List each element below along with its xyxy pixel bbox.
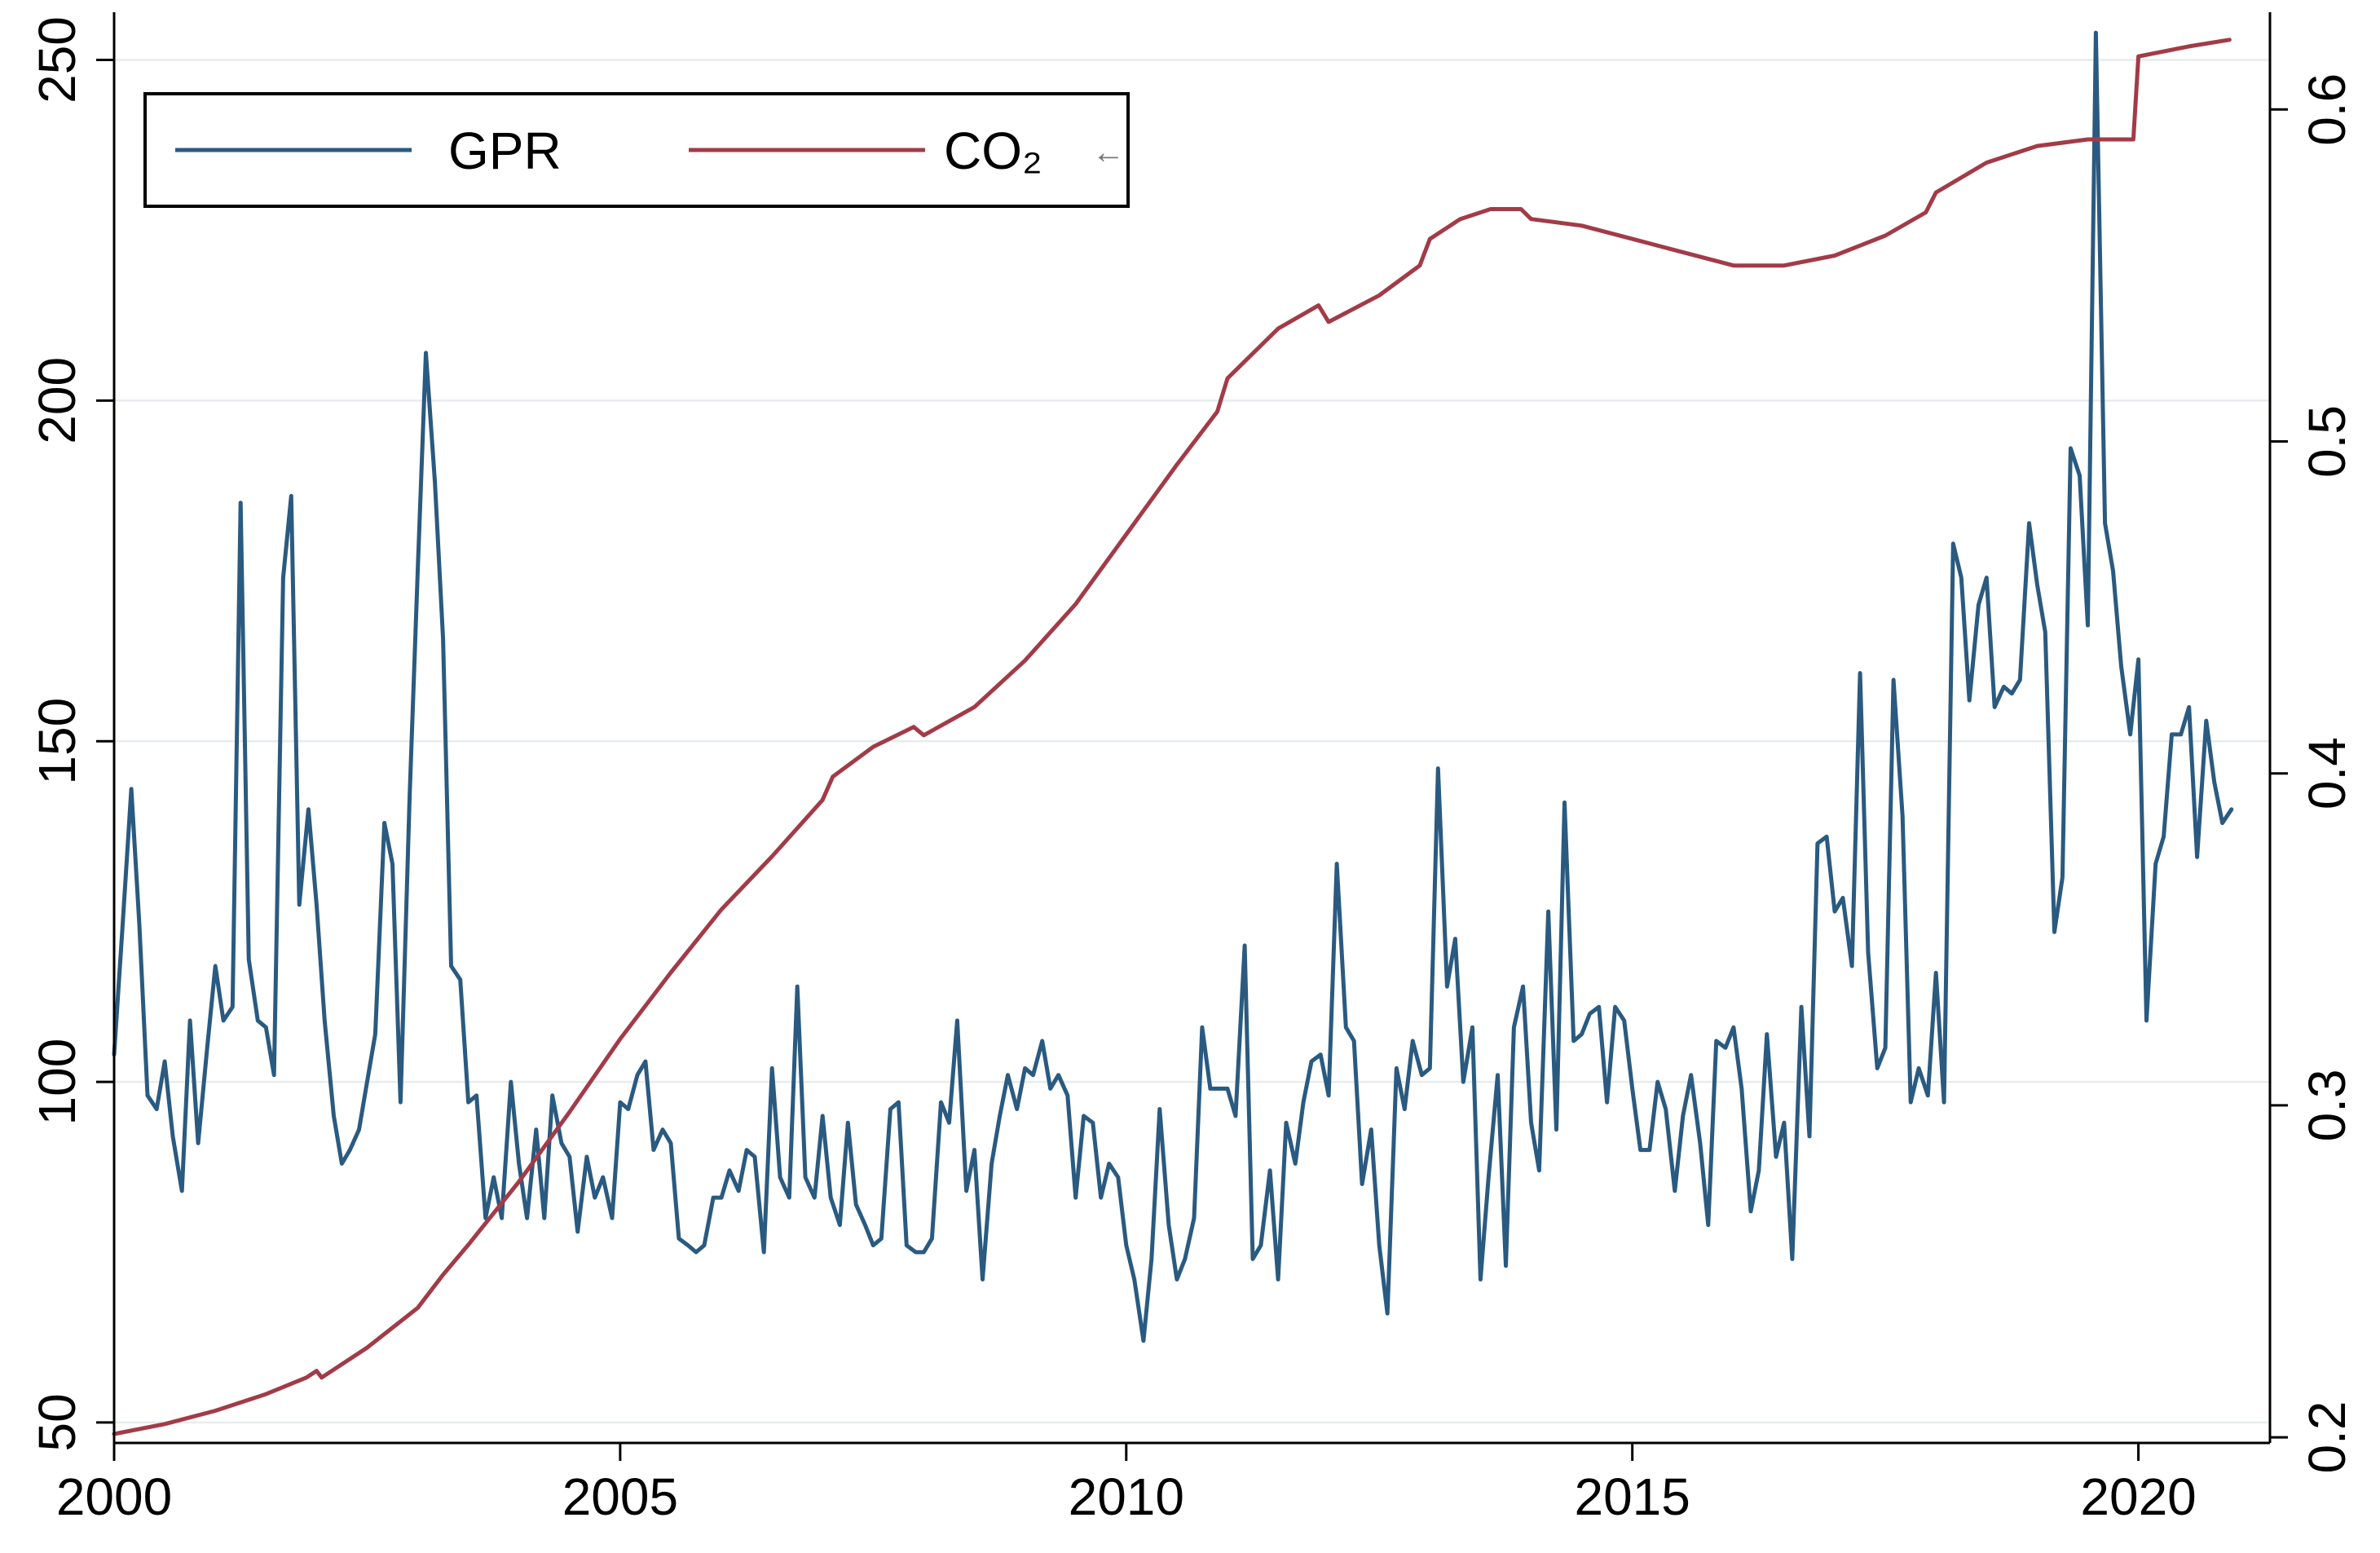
axes: 50 100 150 200 250 0.2 0.3 0.4 0.5 0.6 2000 2005 201… xyxy=(28,12,2356,1526)
y-left-tick-label-100: 100 xyxy=(28,1039,86,1126)
legend: GPR CO₂ ← xyxy=(143,92,1130,208)
series-layer xyxy=(112,30,2234,1436)
x-tick-label-2010: 2010 xyxy=(1069,1467,1184,1526)
y-right-tick-label-0.5: 0.5 xyxy=(2298,405,2356,478)
y-right-tick-label-0.2: 0.2 xyxy=(2298,1401,2356,1474)
y-right-tick-label-0.3: 0.3 xyxy=(2298,1069,2356,1141)
series-line-gpr xyxy=(112,30,2234,1343)
y-right-tick-label-0.6: 0.6 xyxy=(2298,73,2356,146)
y-left-tick-label-200: 200 xyxy=(28,357,86,444)
x-tick-label-2015: 2015 xyxy=(1574,1467,1690,1526)
x-tick-label-2000: 2000 xyxy=(56,1467,172,1526)
x-tick-label-2005: 2005 xyxy=(562,1467,678,1526)
x-tick-label-2020: 2020 xyxy=(2080,1467,2196,1526)
y-left-tick-label-250: 250 xyxy=(28,16,86,104)
y-right-tick-label-0.4: 0.4 xyxy=(2298,737,2356,810)
y-left-tick-label-50: 50 xyxy=(28,1393,86,1451)
legend-label-gpr: GPR xyxy=(448,121,562,180)
y-left-tick-label-150: 150 xyxy=(28,698,86,785)
legend-arrow-icon: ← xyxy=(1092,135,1125,170)
legend-label-co2: CO₂ xyxy=(944,121,1042,180)
series-line-co2 xyxy=(112,38,2232,1436)
